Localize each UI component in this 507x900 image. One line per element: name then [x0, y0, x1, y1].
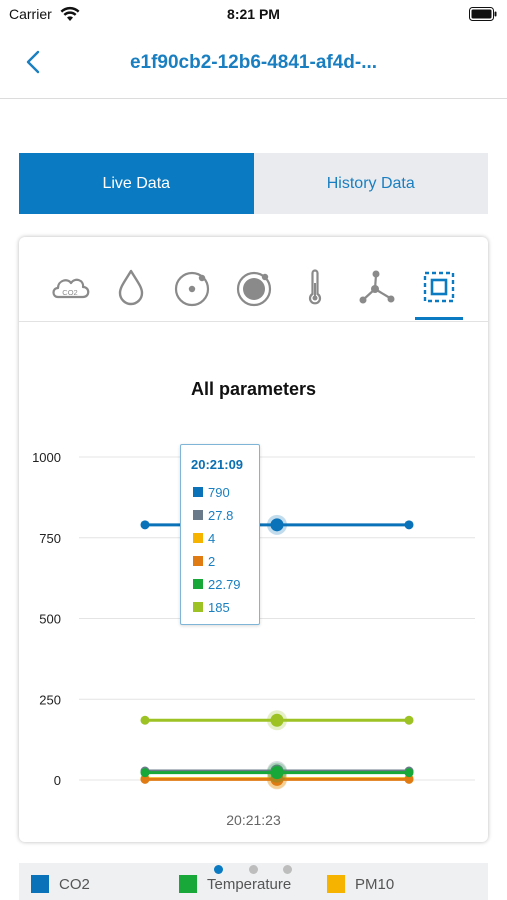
legend-item-pm10[interactable]: PM10: [327, 875, 394, 893]
page-dot[interactable]: [249, 865, 258, 874]
parameter-selector: CO2: [19, 237, 488, 322]
tooltip-row: 27.8: [193, 506, 233, 524]
navigation-bar: e1f90cb2-12b6-4841-af4d-...: [0, 30, 507, 99]
data-point: [140, 774, 150, 784]
tooltip-value: 2: [208, 553, 216, 569]
co2-cloud-icon[interactable]: CO2: [49, 265, 93, 309]
y-tick-label: 1000: [32, 450, 61, 465]
data-point: [140, 768, 150, 778]
y-tick-label: 750: [39, 531, 61, 546]
pm10-swatch: [193, 533, 203, 543]
active-tab-indicator: [415, 317, 463, 320]
chart-title: All parameters: [190, 379, 317, 399]
data-point: [404, 520, 414, 530]
tab-history-data[interactable]: History Data: [253, 153, 488, 214]
all-parameters-line-chart[interactable]: 0 250 500 750 1000: [19, 437, 488, 797]
legend-item-temperature[interactable]: Temperature: [179, 875, 291, 893]
carrier-label: Carrier: [9, 6, 52, 22]
y-tick-label: 0: [54, 773, 61, 788]
data-point: [270, 518, 284, 532]
tvoc-swatch: [193, 602, 203, 612]
tooltip-value: 185: [208, 599, 230, 615]
data-mode-tabs: Live Data History Data: [19, 153, 488, 214]
tooltip-value: 22.79: [208, 576, 241, 592]
tooltip-row: 790: [193, 483, 230, 501]
tooltip-row: 22.79: [193, 575, 241, 593]
co2-swatch: [193, 487, 203, 497]
data-point: [404, 715, 414, 725]
battery-icon: [469, 7, 497, 21]
page-dot-active[interactable]: [214, 865, 223, 874]
pm-small-particle-icon[interactable]: [170, 265, 214, 309]
page-dot[interactable]: [283, 865, 292, 874]
data-point: [270, 766, 284, 780]
tab-live-data[interactable]: Live Data: [19, 153, 254, 214]
legend-label: PM10: [355, 875, 395, 893]
y-tick-label: 250: [39, 692, 61, 707]
legend-label: Temperature: [207, 875, 292, 893]
humidity-drop-icon[interactable]: [109, 265, 153, 309]
legend-swatch: [327, 875, 345, 893]
chart-card: CO2: [19, 237, 488, 842]
molecule-icon[interactable]: [355, 265, 399, 309]
thermometer-icon[interactable]: [293, 265, 337, 309]
data-tooltip: 20:21:09 790 27.8 4 2 22.79 185: [180, 444, 260, 625]
data-point: [404, 768, 414, 778]
data-point: [404, 774, 414, 784]
pm-large-particle-icon[interactable]: [232, 265, 276, 309]
tooltip-time: 20:21:09: [191, 457, 244, 472]
tooltip-row: 185: [193, 598, 230, 616]
data-point: [140, 715, 150, 725]
tooltip-value: 27.8: [208, 507, 234, 523]
y-tick-label: 500: [39, 612, 61, 627]
pm25-swatch: [193, 556, 203, 566]
status-bar: Carrier 8:21 PM: [0, 0, 507, 30]
data-point: [270, 713, 284, 727]
device-id-title: e1f90cb2-12b6-4841-af4d-...: [129, 52, 378, 73]
status-time: 8:21 PM: [227, 6, 280, 22]
wifi-icon: [60, 6, 80, 21]
legend-swatch: [179, 875, 197, 893]
tooltip-value: 4: [208, 530, 216, 546]
legend-swatch: [31, 875, 49, 893]
x-axis-tick-label: 20:21:23: [226, 812, 281, 828]
temperature-swatch: [193, 579, 203, 589]
legend-item-co2[interactable]: CO2: [31, 875, 90, 893]
svg-text:CO2: CO2: [62, 288, 77, 297]
humidity-swatch: [193, 510, 203, 520]
all-parameters-icon[interactable]: [417, 265, 461, 309]
legend-label: CO2: [59, 875, 90, 893]
tooltip-row: 2: [193, 552, 215, 570]
page-indicator: [208, 865, 298, 877]
back-chevron-icon[interactable]: [22, 50, 46, 74]
tooltip-row: 4: [193, 529, 215, 547]
tooltip-value: 790: [208, 484, 230, 500]
data-point: [140, 520, 150, 530]
